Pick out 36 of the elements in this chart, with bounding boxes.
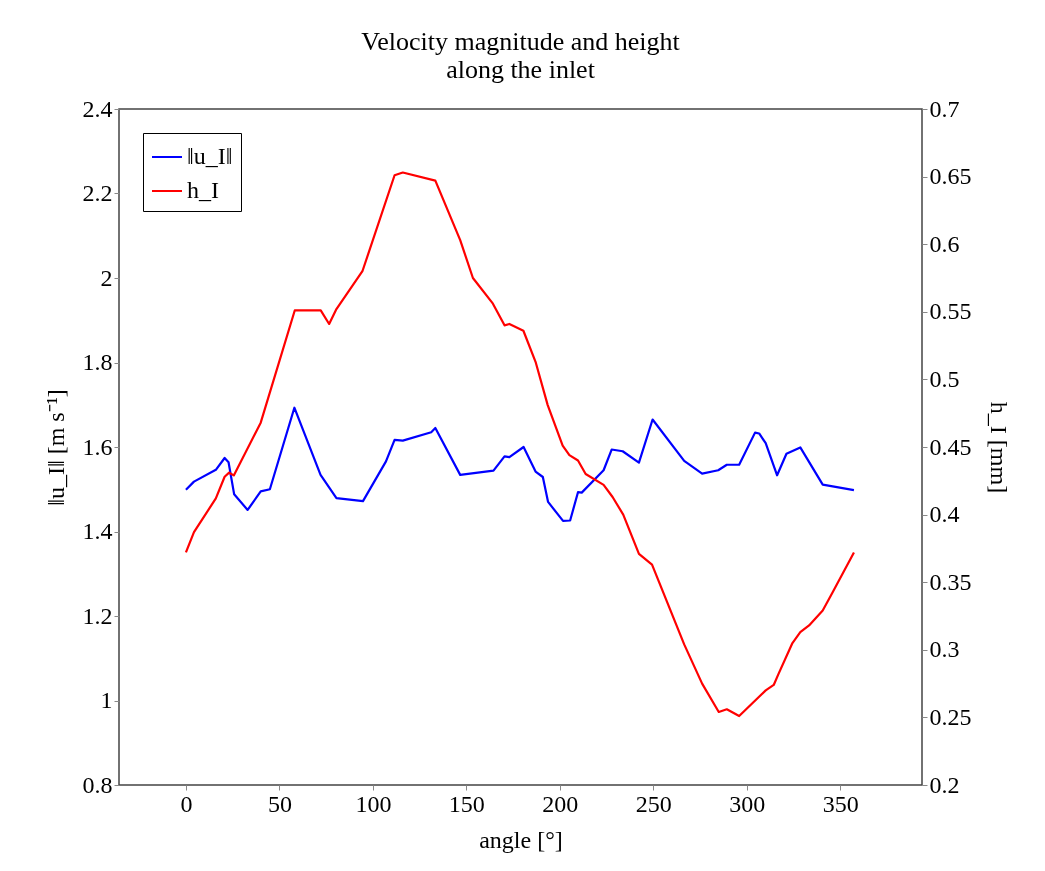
y-tick-label: 1.2 xyxy=(82,602,113,629)
x-tick-label: 300 xyxy=(729,790,766,817)
y-tick-label: 2.2 xyxy=(82,180,113,206)
y2-tick-label: 0.35 xyxy=(929,568,972,595)
y2-tick-label: 0.55 xyxy=(929,298,972,325)
x-tick-label: 100 xyxy=(355,790,392,817)
x-tick-label: 150 xyxy=(448,790,485,817)
y2-tick-label: 0.3 xyxy=(929,636,960,663)
y-tick-label: 0.8 xyxy=(82,771,113,798)
y2-tick-label: 0.5 xyxy=(929,365,960,392)
x-tick-label: 350 xyxy=(822,790,859,817)
y2-tick-label: 0.25 xyxy=(929,703,972,730)
y-tick-label: 1.8 xyxy=(82,349,113,375)
legend-label: ‖u_I‖ xyxy=(187,143,233,169)
line-series xyxy=(184,171,856,718)
y-tick-label: 1.6 xyxy=(82,433,113,460)
line-series xyxy=(184,406,856,523)
chart-title: Velocity magnitude and height along the inlet xyxy=(361,27,681,84)
x-tick-label: 50 xyxy=(267,790,292,817)
y2-tick-label: 0.45 xyxy=(929,433,972,460)
x-axis-title: angle [°] xyxy=(479,826,563,853)
y2-tick-label: 0.65 xyxy=(929,163,972,190)
y2-tick-label: 0.7 xyxy=(929,95,960,122)
y2-tick-label: 0.2 xyxy=(929,771,960,798)
y-tick-label: 2.4 xyxy=(82,95,113,122)
y-tick-label: 1 xyxy=(100,687,113,713)
y2-tick-label: 0.4 xyxy=(929,501,960,528)
y2-tick-label: 0.6 xyxy=(929,230,960,257)
y-axis-title: ‖u_I‖ [m s⁻¹] xyxy=(42,389,69,506)
x-tick-label: 200 xyxy=(542,790,579,817)
x-tick-label: 0 xyxy=(180,790,193,817)
y-tick-label: 2 xyxy=(100,264,113,291)
x-tick-label: 250 xyxy=(635,790,672,817)
y2-axis-title: h_I [mm] xyxy=(985,401,1012,494)
legend-label: h_I xyxy=(187,177,219,203)
y-tick-label: 1.4 xyxy=(82,518,113,544)
